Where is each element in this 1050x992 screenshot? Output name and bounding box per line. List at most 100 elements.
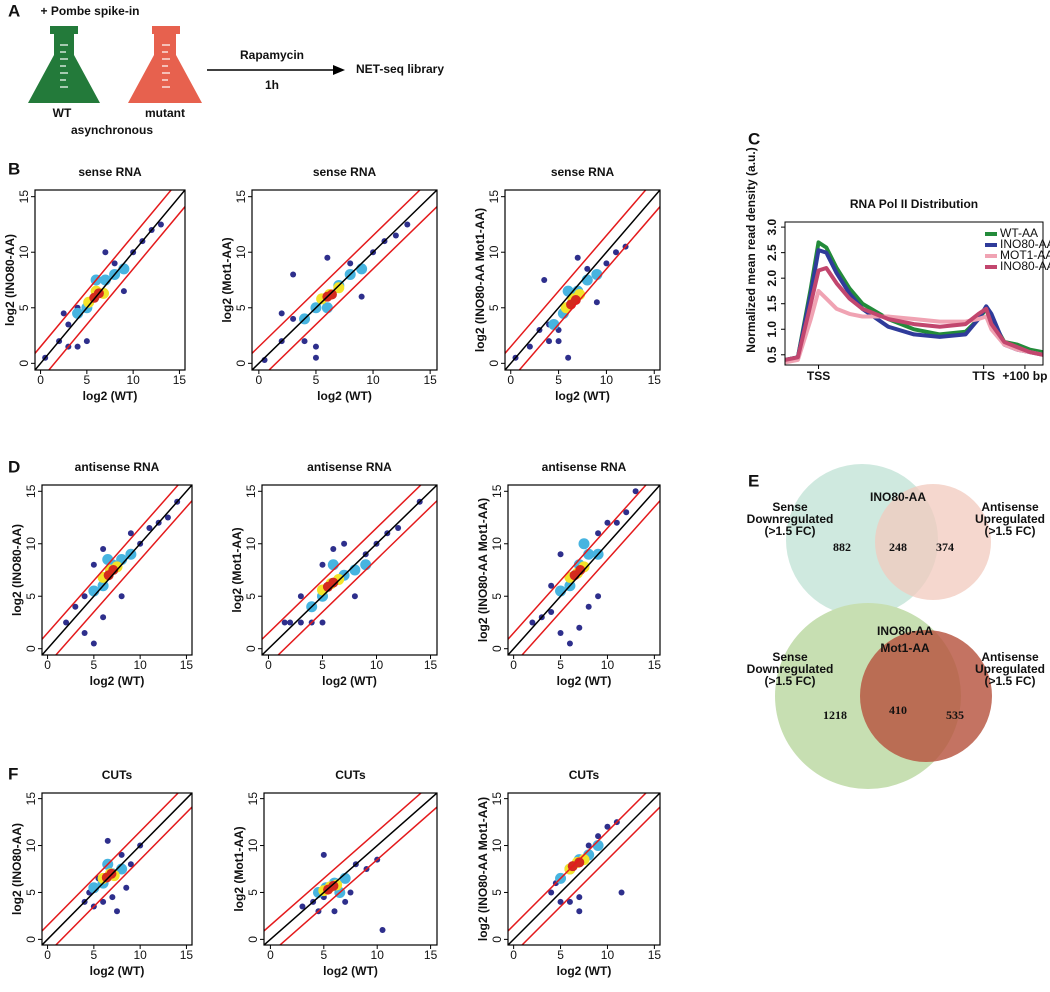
point [574, 254, 581, 261]
chart-title: sense RNA [551, 165, 615, 179]
point [576, 624, 583, 631]
point [574, 857, 585, 868]
flask-marks [60, 44, 170, 88]
y-tick-label: 15 [24, 484, 38, 498]
x-tick-label: 5 [84, 373, 91, 387]
y-tick-label: 15 [490, 484, 504, 498]
x-tick-label: 15 [424, 948, 438, 962]
reference-line [518, 206, 660, 370]
y-tick-label: 10 [17, 245, 31, 259]
y-tick-label: 10 [24, 839, 38, 853]
venn-right-label: Antisense [981, 500, 1039, 514]
point [114, 908, 120, 915]
point [328, 577, 339, 588]
point [349, 564, 361, 576]
point [576, 894, 583, 901]
point [299, 903, 306, 910]
point [81, 629, 88, 636]
point [109, 894, 116, 901]
point [301, 338, 308, 345]
point [612, 249, 619, 256]
x-axis-title: log2 (WT) [83, 389, 138, 403]
y-tick-label: 5 [490, 889, 504, 896]
chart-title: CUTs [335, 768, 366, 782]
y-tick-label: 2.0 [765, 270, 779, 287]
x-tick-label: 0 [44, 948, 51, 962]
y-axis-title: log2 (Mot1-AA) [230, 527, 244, 612]
y-tick-label: 0 [24, 645, 38, 652]
chart-title: CUTs [102, 768, 133, 782]
y-axis-title: log2 (INO80-AA) [10, 524, 24, 616]
point [632, 488, 639, 495]
point [108, 565, 119, 575]
scatter-plot: 0 5 10 15 0 5 10 15 sense RNA log2 (WT) log2 (INO8… [473, 165, 661, 403]
x-tick-label: 15 [423, 373, 437, 387]
point [360, 559, 372, 571]
x-tick-label: 10 [370, 658, 384, 672]
y-tick-label: 15 [490, 792, 504, 806]
flask-diagram [28, 26, 345, 103]
series-line [784, 266, 1044, 362]
venn-circles [775, 464, 992, 789]
y-tick-label: 15 [244, 484, 258, 498]
y-tick-label: 0 [244, 645, 258, 652]
point [526, 343, 533, 350]
y-tick-label: 10 [234, 245, 248, 259]
panel-label: B [8, 159, 20, 178]
venn-right-label: Upregulated [975, 512, 1045, 526]
x-axis-title: log2 (WT) [555, 389, 610, 403]
x-tick-label: 15 [173, 373, 187, 387]
y-tick-label: 0 [246, 936, 260, 943]
point [278, 310, 285, 317]
x-tick-label: 0 [510, 948, 517, 962]
time-label: 1h [265, 78, 279, 92]
scatter-plot: 0 5 10 15 0 5 10 15 antisense RNA log2 (WT) log2 (… [10, 460, 193, 688]
venn-left-label: (>1.5 FC) [764, 524, 815, 538]
y-tick-label: 0 [490, 645, 504, 652]
wt-label: WT [53, 106, 72, 120]
y-tick-label: 10 [487, 245, 501, 259]
point [613, 519, 620, 526]
point [566, 640, 573, 647]
point [578, 538, 590, 550]
point [347, 889, 354, 896]
panel-label: C [748, 129, 760, 148]
chart-title: CUTs [569, 768, 600, 782]
y-axis-title: log2 (Mot1-AA) [232, 826, 246, 911]
chart-title: antisense RNA [307, 460, 392, 474]
venn-left-label: (>1.5 FC) [764, 674, 815, 688]
point [392, 232, 399, 239]
point [324, 254, 331, 261]
point [548, 582, 555, 589]
point [595, 530, 602, 537]
x-tick-label: 0 [267, 948, 274, 962]
legend-label: INO80-AA MOT1-AA [1000, 259, 1050, 273]
x-axis-title: log2 (WT) [90, 964, 145, 978]
x-tick-label: 5 [557, 658, 564, 672]
reference-line [42, 485, 180, 640]
x-tick-label: 15 [648, 373, 662, 387]
scatter-plot: 0 5 10 15 0 5 10 15 antisense RNA log2 (WT) log2 (… [476, 460, 661, 688]
reference-line [42, 793, 192, 945]
x-tick-label: 0 [256, 373, 263, 387]
x-tick-label: 10 [126, 373, 140, 387]
mutant-flask [128, 26, 202, 103]
point [541, 277, 548, 283]
scatter-plot: 0 5 10 15 0 5 10 15 CUTs log2 (WT) log2 (INO80-AA) [10, 768, 193, 978]
point [100, 898, 107, 905]
panel-label: A [8, 1, 20, 20]
scatter-plot: 0 5 10 15 0 5 10 15 antisense RNA log2 (WT) log2 (… [230, 460, 438, 688]
y-tick-label: 10 [244, 537, 258, 551]
scatter-plot: 0 5 10 15 0 5 10 15 CUTs log2 (WT) log2 (INO80-AA … [476, 768, 661, 978]
points [262, 485, 437, 655]
point [72, 603, 79, 610]
point [604, 823, 611, 830]
point [333, 282, 345, 294]
point [604, 519, 611, 526]
point [118, 593, 125, 600]
venn-count: 374 [936, 540, 954, 554]
reference-line [277, 500, 437, 655]
venn-left-label: Sense [772, 500, 808, 514]
venn-left-label: Sense [772, 650, 808, 664]
y-tick-label: 15 [24, 792, 38, 806]
